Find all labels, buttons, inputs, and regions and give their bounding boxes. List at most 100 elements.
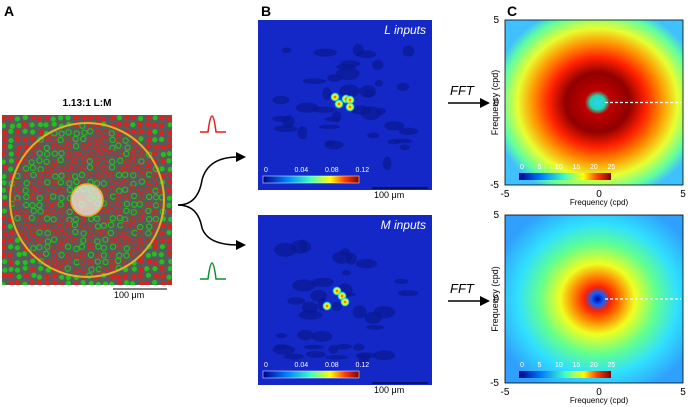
cone [21, 122, 28, 128]
cone [2, 136, 8, 142]
cone [29, 193, 36, 200]
cone [66, 158, 73, 165]
y-tick-label: 0 [493, 294, 499, 305]
cone [2, 259, 8, 265]
cone [50, 244, 57, 252]
cone [145, 207, 152, 215]
cone [78, 258, 86, 265]
colorbar [262, 370, 360, 379]
cone [146, 258, 152, 264]
cone [94, 258, 102, 265]
cone [95, 266, 103, 273]
cone [137, 273, 144, 279]
colorbar-label: 0 [520, 362, 524, 369]
cone [58, 165, 65, 172]
cone [57, 136, 64, 144]
cone [58, 194, 65, 202]
cone [166, 279, 172, 285]
cone [167, 137, 172, 143]
cone [66, 230, 73, 237]
heatmap-texture [322, 87, 332, 101]
y-tick-label: -5 [490, 378, 499, 389]
heatmap-texture [335, 67, 360, 81]
cone [102, 258, 109, 266]
cone [16, 251, 22, 258]
cone [65, 115, 71, 121]
cone [44, 238, 52, 245]
cone [22, 187, 29, 194]
cone [152, 266, 158, 272]
cone [95, 137, 102, 144]
frame [504, 214, 684, 384]
cone [14, 172, 21, 180]
cone [2, 159, 6, 165]
cone [168, 130, 172, 136]
heatmap-texture [399, 127, 419, 136]
cone [43, 215, 51, 222]
cone [166, 187, 172, 194]
cone [22, 237, 29, 244]
cone [137, 186, 145, 194]
cone [21, 231, 29, 238]
cone [8, 137, 14, 144]
cone [130, 180, 137, 188]
cone [123, 121, 129, 127]
cone [158, 252, 164, 258]
cone [79, 164, 86, 172]
cone [117, 221, 124, 229]
cone [58, 115, 64, 121]
cone [102, 149, 109, 157]
cone [102, 281, 109, 285]
cone [78, 216, 86, 223]
cone [65, 280, 71, 285]
cone [146, 201, 153, 208]
cone [73, 130, 80, 137]
cone [109, 265, 116, 272]
cone [73, 252, 81, 260]
colorbar-label: 0 [520, 164, 524, 171]
cone [130, 209, 138, 216]
cone [130, 144, 137, 152]
cone [65, 252, 73, 259]
cone [87, 128, 94, 135]
cone [73, 115, 80, 121]
colorbar [262, 175, 360, 184]
cone [145, 121, 151, 127]
cone [115, 236, 123, 243]
cone [151, 122, 157, 128]
cone [159, 115, 165, 121]
cone [151, 150, 158, 157]
cone [65, 236, 73, 243]
colorbar-label: 25 [608, 362, 616, 369]
cone [94, 149, 102, 157]
cone [123, 158, 131, 165]
cone [23, 144, 30, 150]
cone [7, 143, 13, 150]
cone [36, 157, 43, 164]
cone [93, 215, 101, 222]
cone [44, 171, 52, 178]
cone [24, 272, 30, 279]
cone [137, 223, 144, 231]
cone [50, 236, 58, 243]
heatmap-texture [358, 355, 369, 365]
cone [116, 252, 123, 259]
cone [152, 215, 160, 223]
l-profile [200, 115, 226, 133]
cone [145, 171, 153, 178]
cone [2, 123, 7, 129]
fft-label: FFT [450, 83, 475, 98]
arrow [177, 204, 239, 246]
cone [78, 243, 86, 250]
cone [66, 208, 73, 216]
cone [130, 115, 137, 120]
cone [30, 129, 36, 135]
cone [86, 236, 93, 243]
cone [8, 166, 14, 172]
heatmap-texture [273, 344, 290, 349]
map-title: L inputs [384, 23, 426, 37]
cone [129, 185, 137, 193]
cone [136, 194, 143, 201]
cone [109, 243, 117, 250]
cone [79, 135, 87, 143]
